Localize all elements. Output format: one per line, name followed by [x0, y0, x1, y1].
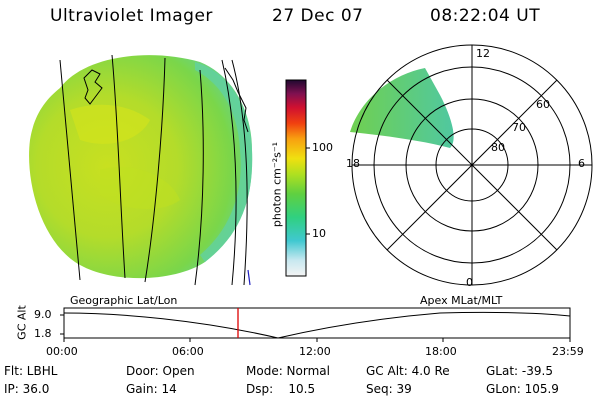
status-mode: Mode: Normal [246, 364, 330, 378]
mlt-label-12: 12 [476, 47, 490, 60]
intensity-colorbar [285, 79, 310, 277]
geographic-caption: Geographic Lat/Lon [70, 294, 178, 307]
altitude-timeline [60, 307, 571, 342]
time-tick-1800: 18:00 [425, 345, 457, 358]
mlat-ring-60: 60 [536, 98, 550, 111]
date-label: 27 Dec 07 [272, 6, 364, 26]
mlat-ring-70: 70 [512, 121, 526, 134]
mlt-label-6: 6 [578, 157, 585, 170]
status-filter: Flt: LBHL [4, 364, 58, 378]
time-tick-1200: 12:00 [299, 345, 331, 358]
time-tick-2359: 23:59 [552, 345, 584, 358]
colorbar-tick-100: 100 [312, 141, 333, 154]
timeline-y-top: 9.0 [34, 308, 52, 321]
time-label: 08:22:04 UT [430, 6, 541, 26]
mlt-label-0: 0 [466, 276, 473, 289]
apex-caption: Apex MLat/MLT [420, 294, 503, 307]
timeline-y-bottom: 1.8 [34, 327, 52, 340]
polar-mlt-plot [350, 44, 593, 286]
colorbar-unit-label: photon cm⁻²s⁻¹ [270, 141, 284, 228]
colorbar-tick-10: 10 [312, 227, 326, 240]
status-glat: GLat: -39.5 [486, 364, 553, 378]
status-gc-alt: GC Alt: 4.0 Re [366, 364, 450, 378]
status-door: Door: Open [126, 364, 195, 378]
time-tick-0000: 00:00 [46, 345, 78, 358]
status-glon: GLon: 105.9 [486, 382, 559, 396]
mlt-label-18: 18 [346, 157, 360, 170]
instrument-title: Ultraviolet Imager [50, 6, 213, 26]
status-seq: Seq: 39 [366, 382, 412, 396]
status-dsp: Dsp: 10.5 [246, 382, 316, 396]
mlat-ring-80: 80 [491, 141, 505, 154]
status-gain: Gain: 14 [126, 382, 177, 396]
time-tick-0600: 06:00 [172, 345, 204, 358]
timeline-axis-title: GC Alt [15, 305, 29, 340]
earth-disk-image [29, 54, 253, 286]
status-ip: IP: 36.0 [4, 382, 50, 396]
